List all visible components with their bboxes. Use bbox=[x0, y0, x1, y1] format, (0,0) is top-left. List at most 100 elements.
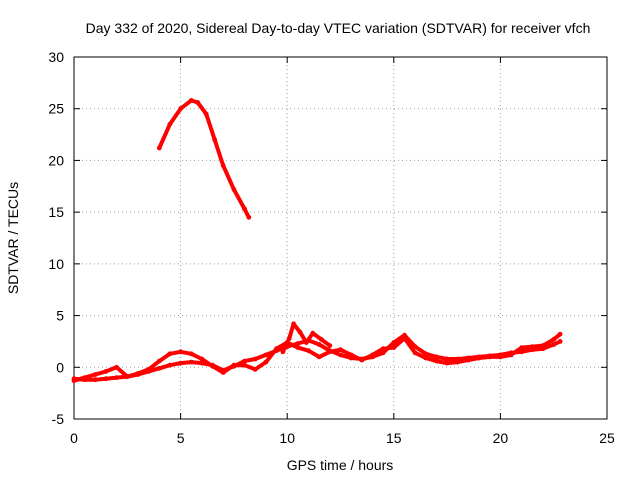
data-point bbox=[391, 340, 397, 345]
data-point bbox=[423, 351, 429, 357]
data-point bbox=[466, 357, 471, 363]
y-tick-label: -5 bbox=[52, 411, 65, 427]
data-point bbox=[210, 363, 216, 369]
data-point bbox=[434, 354, 439, 360]
data-point bbox=[167, 362, 173, 368]
data-point bbox=[92, 377, 98, 383]
data-point bbox=[551, 342, 557, 347]
y-axis-label: SDTVAR / TECUs bbox=[5, 182, 21, 294]
y-tick-label: 10 bbox=[48, 256, 64, 272]
series-line-1 bbox=[157, 98, 251, 220]
data-point bbox=[82, 375, 88, 380]
data-point bbox=[156, 145, 162, 151]
data-point bbox=[295, 345, 301, 350]
data-point bbox=[246, 214, 252, 220]
data-point bbox=[295, 341, 301, 346]
data-point bbox=[263, 359, 269, 365]
data-point bbox=[252, 356, 258, 362]
data-point bbox=[316, 342, 322, 347]
data-point bbox=[167, 121, 173, 127]
data-point bbox=[103, 369, 109, 374]
x-axis: 0 5 10 15 20 25 bbox=[70, 57, 615, 446]
y-axis: -5 0 5 10 15 20 25 30 bbox=[48, 49, 607, 427]
y-tick-label: 30 bbox=[48, 49, 64, 65]
data-point bbox=[498, 354, 503, 360]
y-tick-label: 15 bbox=[48, 204, 64, 220]
data-series bbox=[71, 98, 563, 384]
data-point bbox=[487, 354, 493, 360]
data-point bbox=[540, 343, 546, 348]
data-point bbox=[519, 345, 525, 350]
data-point bbox=[444, 360, 450, 366]
data-point bbox=[195, 100, 201, 105]
data-point bbox=[242, 358, 248, 364]
data-point bbox=[124, 374, 130, 379]
data-point bbox=[455, 359, 461, 365]
data-point bbox=[274, 346, 279, 352]
data-point bbox=[391, 345, 397, 350]
data-point bbox=[188, 98, 194, 103]
data-point bbox=[327, 349, 333, 355]
data-point bbox=[242, 206, 248, 212]
data-point bbox=[280, 349, 286, 355]
data-point bbox=[263, 352, 269, 358]
data-point bbox=[71, 378, 77, 384]
data-point bbox=[188, 359, 194, 365]
data-point bbox=[557, 339, 563, 344]
data-point bbox=[338, 347, 343, 353]
data-point bbox=[178, 349, 184, 355]
data-point bbox=[92, 372, 98, 377]
data-point bbox=[135, 371, 141, 376]
data-point bbox=[199, 356, 205, 362]
data-point bbox=[304, 340, 309, 345]
data-point bbox=[178, 360, 184, 366]
y-tick-label: 5 bbox=[56, 308, 64, 324]
data-point bbox=[338, 352, 343, 358]
data-point bbox=[188, 351, 194, 357]
data-point bbox=[156, 365, 162, 371]
x-tick-label: 0 bbox=[70, 430, 78, 446]
data-point bbox=[444, 356, 450, 362]
data-point bbox=[167, 351, 173, 357]
data-point bbox=[156, 358, 162, 364]
data-point bbox=[423, 355, 429, 361]
data-point bbox=[370, 352, 375, 358]
x-tick-label: 10 bbox=[279, 430, 295, 446]
data-point bbox=[316, 354, 322, 360]
x-tick-label: 25 bbox=[599, 430, 615, 446]
y-tick-label: 0 bbox=[56, 359, 64, 375]
data-point bbox=[557, 331, 563, 337]
data-point bbox=[220, 163, 226, 169]
data-point bbox=[327, 343, 333, 348]
data-point bbox=[348, 352, 354, 358]
data-point bbox=[231, 362, 237, 368]
data-point bbox=[412, 350, 418, 356]
grid bbox=[74, 57, 607, 419]
data-point bbox=[114, 375, 119, 380]
data-point bbox=[146, 367, 152, 372]
data-point bbox=[114, 364, 119, 370]
data-point bbox=[318, 337, 324, 342]
x-axis-label: GPS time / hours bbox=[287, 457, 394, 473]
data-point bbox=[359, 357, 365, 363]
y-tick-label: 25 bbox=[48, 101, 64, 117]
data-point bbox=[212, 137, 218, 143]
data-point bbox=[286, 335, 292, 341]
data-point bbox=[220, 370, 226, 375]
data-point bbox=[178, 106, 184, 112]
data-point bbox=[252, 367, 258, 372]
data-point bbox=[103, 376, 109, 382]
data-point bbox=[306, 348, 311, 354]
chart-title: Day 332 of 2020, Sidereal Day-to-day VTE… bbox=[86, 20, 591, 36]
data-point bbox=[551, 337, 557, 342]
data-point bbox=[231, 187, 237, 192]
data-point bbox=[242, 362, 248, 368]
data-point bbox=[297, 329, 303, 335]
plot-frame bbox=[73, 56, 608, 420]
data-point bbox=[530, 344, 535, 349]
x-tick-label: 20 bbox=[493, 430, 509, 446]
data-point bbox=[291, 321, 296, 327]
data-point bbox=[508, 352, 514, 358]
data-point bbox=[203, 111, 209, 117]
